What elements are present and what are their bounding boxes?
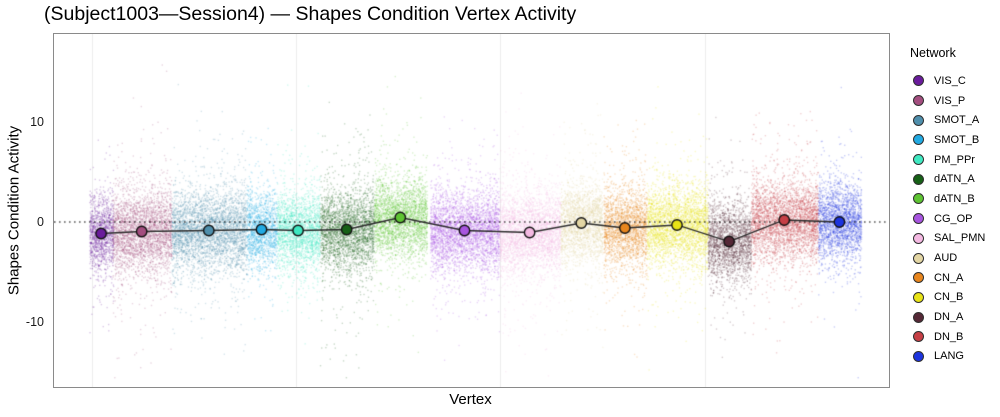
legend-color-dot	[913, 193, 924, 205]
legend-item: SMOT_A	[908, 110, 1000, 130]
legend-color-dot	[913, 134, 924, 146]
y-axis-label: Shapes Condition Activity	[5, 125, 23, 296]
legend-item-label: LANG	[934, 350, 964, 363]
legend-item: SMOT_B	[908, 130, 1000, 150]
legend-item-label: DN_B	[934, 330, 964, 343]
legend-item: CN_B	[908, 288, 1000, 308]
legend-item: DN_B	[908, 327, 1000, 347]
legend-item-label: SMOT_A	[934, 114, 980, 127]
strip-plot-canvas	[54, 34, 889, 387]
legend-item-label: VIS_C	[934, 74, 966, 87]
legend-item: CN_A	[908, 268, 1000, 288]
legend-item-label: PM_PPr	[934, 153, 975, 166]
chart-title: (Subject1003—Session4) — Shapes Conditio…	[44, 3, 577, 25]
y-tick-10: 10	[30, 115, 44, 129]
y-tick-0: 0	[37, 215, 44, 229]
legend-item-label: SMOT_B	[934, 133, 980, 146]
x-axis-label: Vertex	[449, 391, 492, 408]
plot-panel	[53, 33, 890, 388]
legend-color-dot	[913, 232, 924, 244]
legend-item-label: AUD	[934, 252, 958, 265]
legend: Network VIS_C VIS_P SMOT_A SMOT_B PM_PPr…	[908, 46, 1000, 366]
legend-color-dot	[913, 252, 924, 264]
legend-color-dot	[913, 311, 924, 323]
legend-color-dot	[913, 154, 924, 166]
legend-color-dot	[913, 350, 924, 362]
legend-color-dot	[913, 95, 924, 107]
legend-item: SAL_PMN	[908, 229, 1000, 249]
legend-item: DN_A	[908, 307, 1000, 327]
legend-item: VIS_C	[908, 71, 1000, 91]
legend-item-label: CN_A	[934, 271, 964, 284]
legend-color-dot	[913, 173, 924, 185]
legend-item-label: CG_OP	[934, 212, 973, 225]
legend-item-label: SAL_PMN	[934, 232, 986, 245]
legend-color-dot	[913, 114, 924, 126]
legend-item: PM_PPr	[908, 150, 1000, 170]
legend-color-dot	[913, 272, 924, 284]
legend-item: VIS_P	[908, 91, 1000, 111]
legend-item: AUD	[908, 248, 1000, 268]
legend-item: CG_OP	[908, 209, 1000, 229]
y-tick-neg10: -10	[25, 315, 44, 329]
legend-item-label: dATN_A	[934, 173, 975, 186]
legend-color-dot	[913, 331, 924, 343]
legend-color-dot	[913, 213, 924, 225]
legend-item-label: CN_B	[934, 291, 964, 304]
legend-item-label: dATN_B	[934, 192, 975, 205]
legend-color-dot	[913, 291, 924, 303]
legend-title: Network	[910, 46, 956, 60]
legend-item-label: VIS_P	[934, 94, 966, 107]
legend-item: LANG	[908, 347, 1000, 367]
legend-color-dot	[913, 75, 924, 87]
legend-items: VIS_C VIS_P SMOT_A SMOT_B PM_PPr dATN_A …	[908, 71, 1000, 366]
legend-item: dATN_B	[908, 189, 1000, 209]
legend-item: dATN_A	[908, 169, 1000, 189]
legend-item-label: DN_A	[934, 311, 964, 324]
